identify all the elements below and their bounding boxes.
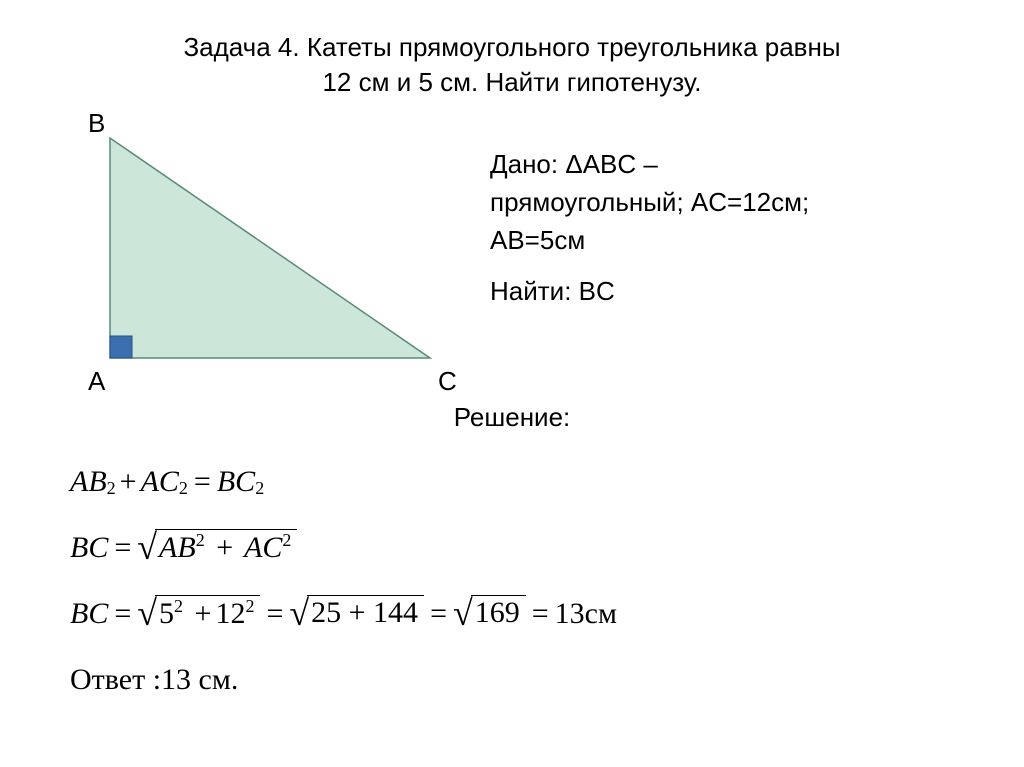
title-line-1: Задача 4. Катеты прямоугольного треуголь… — [183, 32, 840, 62]
eq2-lhs: BC — [70, 531, 108, 565]
formula-3: BC = √ 52 +122 = √ 25 + 144 = √ 169 = 13… — [70, 581, 974, 631]
answer-line: Ответ : 13 см. — [70, 647, 974, 697]
vertex-B-label: B — [88, 108, 105, 139]
eq3-13: 13 — [555, 597, 585, 631]
eq1-bc: BC — [217, 465, 255, 499]
triangle-svg — [50, 108, 490, 398]
formula-1: AB2 + AC2 = BC2 — [70, 449, 974, 499]
eq3-169: 169 — [471, 595, 526, 631]
answer-value: 13 см. — [161, 663, 238, 697]
formulas: AB2 + AC2 = BC2 BC = √ AB2 + AC2 BC = √ — [50, 449, 974, 697]
formula-2: BC = √ AB2 + AC2 — [70, 515, 974, 565]
eq1-ac: AC — [141, 465, 179, 499]
eq2-a: AB — [159, 531, 196, 564]
diagram: B A C — [50, 108, 490, 398]
problem-title: Задача 4. Катеты прямоугольного треуголь… — [50, 30, 974, 100]
vertex-A-label: A — [88, 366, 105, 397]
title-line-2: 12 см и 5 см. Найти гипотенузу. — [322, 67, 701, 97]
eq3-12: 12 — [215, 597, 245, 630]
eq1-ab: AB — [70, 465, 107, 499]
eq3-5: 5 — [159, 597, 174, 630]
given-line1a: Дано: ΔABC – — [490, 149, 658, 179]
given-line1b: прямоугольный; AC=12см; — [490, 187, 809, 217]
answer-label: Ответ : — [70, 663, 161, 697]
eq3-sum: 25 + 144 — [307, 595, 424, 631]
given-line1c: AB=5см — [490, 225, 585, 255]
solution-label: Решение: — [50, 402, 974, 433]
givens: Дано: ΔABC – прямоугольный; AC=12см; AB=… — [490, 108, 809, 325]
find-line: Найти: BC — [490, 273, 809, 311]
eq3-lhs: BC — [70, 597, 108, 631]
eq2-b: AC — [244, 531, 282, 564]
eq3-unit: см — [585, 597, 617, 631]
main-row: B A C Дано: ΔABC – прямоугольный; AC=12с… — [50, 108, 974, 398]
vertex-C-label: C — [438, 366, 457, 397]
